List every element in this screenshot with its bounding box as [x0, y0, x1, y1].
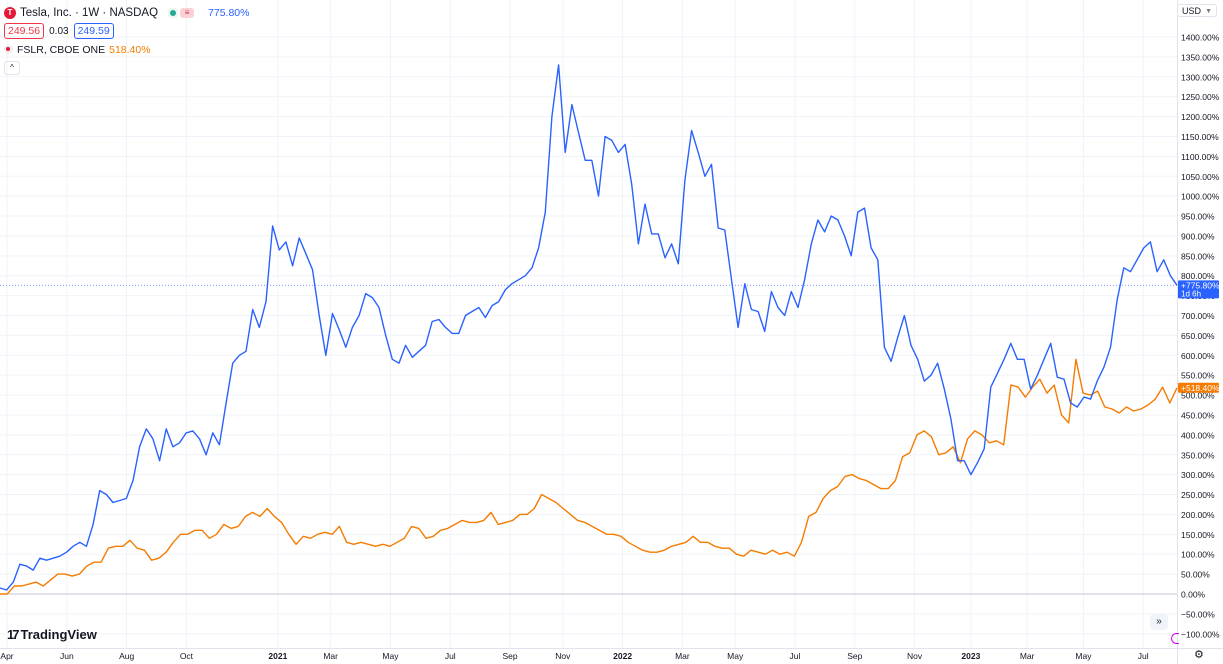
currency-selector[interactable]: USD ▼ — [1177, 4, 1217, 17]
data-settings-icon[interactable]: ≡ — [180, 7, 195, 18]
price-axis[interactable]: 1400.00% 1350.00% 1300.00% 1250.00% 1200.00%… — [1181, 33, 1220, 640]
y-tick-label: 950.00% — [1181, 212, 1215, 222]
y-tick-label: 250.00% — [1181, 490, 1215, 500]
x-tick-label: Sep — [502, 651, 517, 661]
indicator-icon[interactable] — [1171, 633, 1179, 644]
x-tick-label: Jul — [790, 651, 801, 661]
x-tick-label: Jul — [445, 651, 456, 661]
y-tick-label: 600.00% — [1181, 351, 1215, 361]
y-tick-label: 700.00% — [1181, 311, 1215, 321]
y-tick-label: −100.00% — [1181, 629, 1220, 639]
main-change-value: 775.80% — [208, 6, 250, 19]
compare-series-row[interactable]: FSLR, CBOE ONE 518.40% — [4, 41, 249, 58]
y-tick-label: 300.00% — [1181, 470, 1215, 480]
compare-symbol-title[interactable]: FSLR, CBOE ONE — [17, 43, 106, 56]
scroll-to-realtime-button[interactable]: » — [1150, 614, 1168, 630]
tesla-logo-icon: T — [4, 6, 16, 19]
series-line-tesla-inc — [0, 64, 1178, 591]
y-tick-label: 650.00% — [1181, 331, 1215, 341]
bid-ask-row: 249.56 0.03 249.59 — [4, 22, 249, 40]
y-tick-label: 0.00% — [1181, 590, 1206, 600]
last-value-label: +775.80% — [1181, 280, 1220, 290]
spread-value: 0.03 — [49, 25, 69, 37]
y-tick-label: 400.00% — [1181, 430, 1215, 440]
x-tick-label: Apr — [0, 651, 13, 661]
chevron-down-icon: ▼ — [1205, 8, 1212, 15]
x-tick-label: Aug — [119, 651, 134, 661]
x-tick-label: Nov — [555, 651, 571, 661]
y-tick-label: 500.00% — [1181, 391, 1215, 401]
y-tick-label: 100.00% — [1181, 550, 1215, 560]
x-tick-label: Sep — [847, 651, 862, 661]
y-tick-label: 350.00% — [1181, 450, 1215, 460]
time-axis[interactable]: Apr Jun Aug Oct 2021 Mar May Jul Sep Nov 2022 Mar Ma… — [0, 651, 1148, 661]
fslr-logo-icon — [4, 45, 13, 54]
last-value-tag — [1178, 382, 1219, 393]
market-status-icon[interactable] — [168, 7, 179, 18]
x-tick-label: Mar — [675, 651, 690, 661]
brand-name: TradingView — [20, 627, 97, 642]
compare-change-value: 518.40% — [109, 43, 151, 56]
tradingview-mark-icon: 17 — [7, 627, 20, 642]
x-tick-label: Nov — [907, 651, 923, 661]
y-tick-label: 200.00% — [1181, 510, 1215, 520]
x-tick-label: Jun — [60, 651, 74, 661]
x-tick-label: May — [727, 651, 744, 661]
gear-icon[interactable]: ⚙ — [1194, 649, 1204, 661]
x-tick-label: May — [1075, 651, 1092, 661]
ask-price-button[interactable]: 249.59 — [73, 23, 114, 39]
currency-label: USD — [1182, 6, 1202, 16]
last-value-tag — [1178, 280, 1219, 299]
bid-price-button[interactable]: 249.56 — [4, 23, 45, 39]
x-tick-label: 2023 — [961, 651, 980, 661]
last-value-labels: +775.80%1d 6h +518.40% — [1178, 280, 1220, 393]
collapse-legend-button[interactable]: ^ — [4, 61, 20, 75]
y-tick-label: 550.00% — [1181, 371, 1215, 381]
x-tick-label: 2021 — [268, 651, 287, 661]
y-tick-label: 1150.00% — [1181, 132, 1219, 142]
chart-legend: T Tesla, Inc. · 1W · NASDAQ ≡ 775.80% 24… — [4, 4, 249, 75]
y-tick-label: 1200.00% — [1181, 112, 1220, 122]
series-line-fslr-cboe-one — [0, 358, 1178, 595]
y-tick-label: 900.00% — [1181, 231, 1215, 241]
y-tick-label: 1050.00% — [1181, 172, 1220, 182]
x-tick-label: Mar — [1020, 651, 1035, 661]
y-tick-label: 1100.00% — [1181, 152, 1219, 162]
y-tick-label: 1350.00% — [1181, 52, 1220, 62]
last-value-label: +518.40% — [1181, 383, 1220, 393]
x-tick-label: Jul — [1138, 651, 1149, 661]
main-symbol-title[interactable]: Tesla, Inc. · 1W · NASDAQ — [20, 6, 159, 19]
y-tick-label: 150.00% — [1181, 530, 1215, 540]
x-tick-label: May — [382, 651, 399, 661]
y-tick-label: 50.00% — [1181, 570, 1210, 580]
y-tick-label: 1250.00% — [1181, 92, 1220, 102]
y-tick-label: −50.00% — [1181, 609, 1215, 619]
x-tick-label: Oct — [180, 651, 194, 661]
y-tick-label: 1000.00% — [1181, 192, 1220, 202]
x-tick-label: Mar — [323, 651, 338, 661]
tradingview-logo[interactable]: 17 TradingView — [7, 627, 97, 642]
y-tick-label: 1400.00% — [1181, 33, 1220, 43]
bar-countdown-label: 1d 6h — [1181, 289, 1201, 298]
y-tick-label: 450.00% — [1181, 410, 1215, 420]
y-tick-label: 1300.00% — [1181, 72, 1220, 82]
series-lines — [0, 64, 1178, 595]
x-tick-label: 2022 — [613, 651, 632, 661]
y-tick-label: 850.00% — [1181, 251, 1215, 261]
main-series-row[interactable]: T Tesla, Inc. · 1W · NASDAQ ≡ 775.80% — [4, 4, 249, 21]
y-tick-label: 800.00% — [1181, 271, 1215, 281]
